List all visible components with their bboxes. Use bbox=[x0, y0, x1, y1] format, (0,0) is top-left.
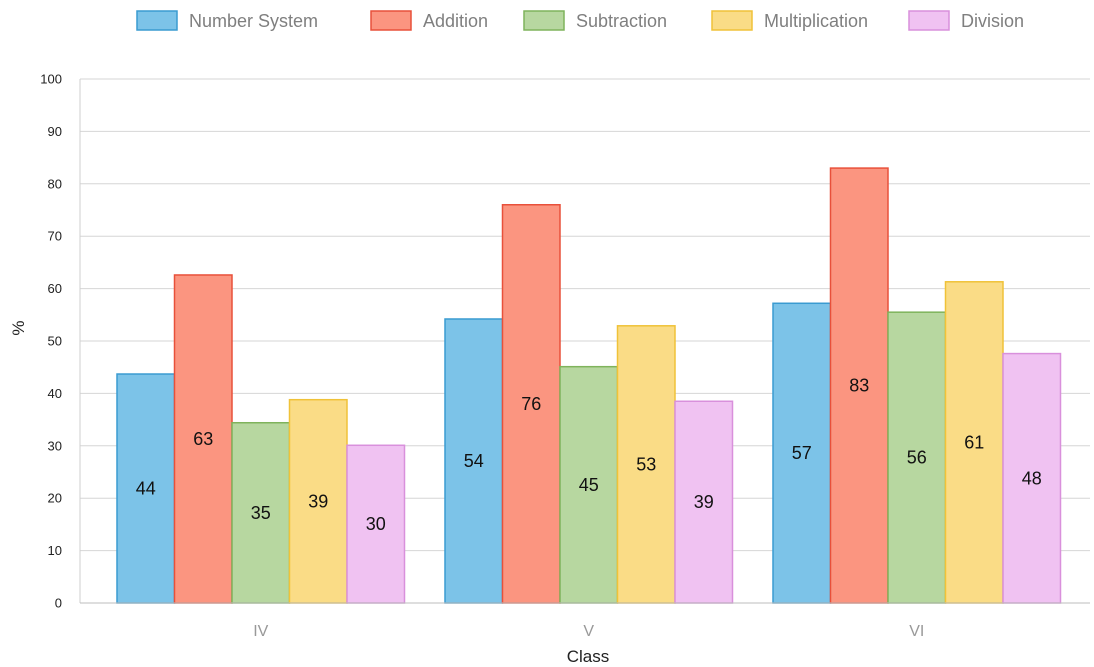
bar-addition-v bbox=[501, 204, 561, 604]
data-label: 39 bbox=[308, 491, 328, 511]
legend-item-subtraction[interactable]: Subtraction bbox=[523, 10, 667, 31]
data-label: 57 bbox=[792, 443, 812, 463]
data-label: 45 bbox=[579, 475, 599, 495]
data-label: 61 bbox=[964, 432, 984, 452]
bar-number-system-vi bbox=[772, 302, 832, 604]
bar-multiplication-iv bbox=[288, 398, 348, 604]
data-label: 35 bbox=[251, 503, 271, 523]
bar-subtraction-iv bbox=[231, 421, 291, 604]
y-tick-label: 0 bbox=[55, 596, 62, 611]
legend-swatch bbox=[370, 10, 412, 31]
data-label: 76 bbox=[521, 394, 541, 414]
legend-label: Addition bbox=[423, 11, 488, 31]
bar-addition-iv bbox=[173, 274, 233, 604]
legend-label: Subtraction bbox=[576, 11, 667, 31]
y-tick-label: 20 bbox=[48, 491, 62, 506]
data-label: 83 bbox=[849, 376, 869, 396]
y-tick-label: 90 bbox=[48, 124, 62, 139]
data-label: 53 bbox=[636, 454, 656, 474]
y-tick-label: 30 bbox=[48, 438, 62, 453]
y-tick-label: 60 bbox=[48, 281, 62, 296]
bar-number-system-iv bbox=[116, 373, 176, 604]
legend-label: Multiplication bbox=[764, 11, 868, 31]
x-category-label: V bbox=[583, 623, 594, 640]
legend-swatch bbox=[908, 10, 950, 31]
bar-division-v bbox=[674, 400, 734, 604]
data-label: 30 bbox=[366, 514, 386, 534]
y-tick-label: 70 bbox=[48, 229, 62, 244]
legend-label: Division bbox=[961, 11, 1024, 31]
legend-item-number-system[interactable]: Number System bbox=[136, 10, 318, 31]
bar-multiplication-v bbox=[616, 325, 676, 604]
legend-item-division[interactable]: Division bbox=[908, 10, 1024, 31]
x-category-label: VI bbox=[909, 623, 924, 640]
bar-addition-vi bbox=[829, 167, 889, 604]
y-tick-label: 40 bbox=[48, 386, 62, 401]
data-labels: 44 63 35 39 30 54 76 45 53 39 57 83 56 61 48 bbox=[136, 376, 1042, 535]
y-tick-label: 100 bbox=[40, 72, 62, 87]
x-axis: IV V VI bbox=[80, 602, 1090, 640]
y-tick-label: 80 bbox=[48, 176, 62, 191]
y-tick-label: 50 bbox=[48, 334, 62, 349]
legend-item-addition[interactable]: Addition bbox=[370, 10, 488, 31]
y-axis-title: % bbox=[9, 320, 28, 335]
data-label: 54 bbox=[464, 451, 484, 471]
y-tick-label: 10 bbox=[48, 543, 62, 558]
data-label: 56 bbox=[907, 448, 927, 468]
legend-swatch bbox=[711, 10, 753, 31]
legend-item-multiplication[interactable]: Multiplication bbox=[711, 10, 868, 31]
bars bbox=[116, 167, 1062, 604]
data-label: 39 bbox=[694, 492, 714, 512]
x-category-label: IV bbox=[253, 623, 268, 640]
data-label: 63 bbox=[193, 429, 213, 449]
data-label: 44 bbox=[136, 479, 156, 499]
data-label: 48 bbox=[1022, 468, 1042, 488]
legend-swatch bbox=[136, 10, 178, 31]
legend-swatch bbox=[523, 10, 565, 31]
x-axis-title: Class bbox=[567, 647, 610, 666]
legend-label: Number System bbox=[189, 11, 318, 31]
y-axis: 0 10 20 30 40 50 60 70 80 90 100 bbox=[40, 72, 81, 611]
legend: Number System Addition Subtraction Multipli… bbox=[136, 10, 1024, 31]
